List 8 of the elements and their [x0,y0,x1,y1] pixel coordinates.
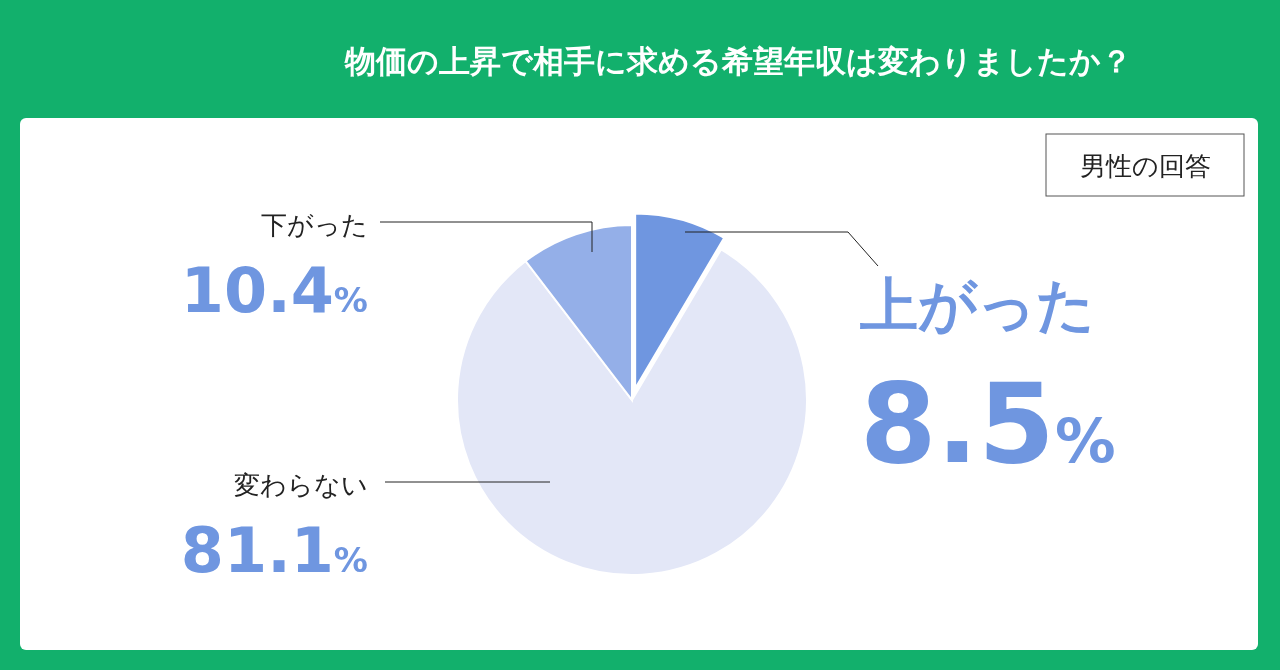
slice-label: 変わらない [234,470,368,500]
chart-title: 物価の上昇で相手に求める希望年収は変わりましたか？ [343,43,1132,79]
data-label: 8.5% [860,360,1116,488]
data-label: 10.4% [180,254,368,327]
chart-subtitle: 男性の回答 [1079,151,1211,181]
slice-label: 下がった [261,210,368,240]
slice-label: 上がった [859,271,1095,339]
data-label: 81.1% [180,514,368,587]
